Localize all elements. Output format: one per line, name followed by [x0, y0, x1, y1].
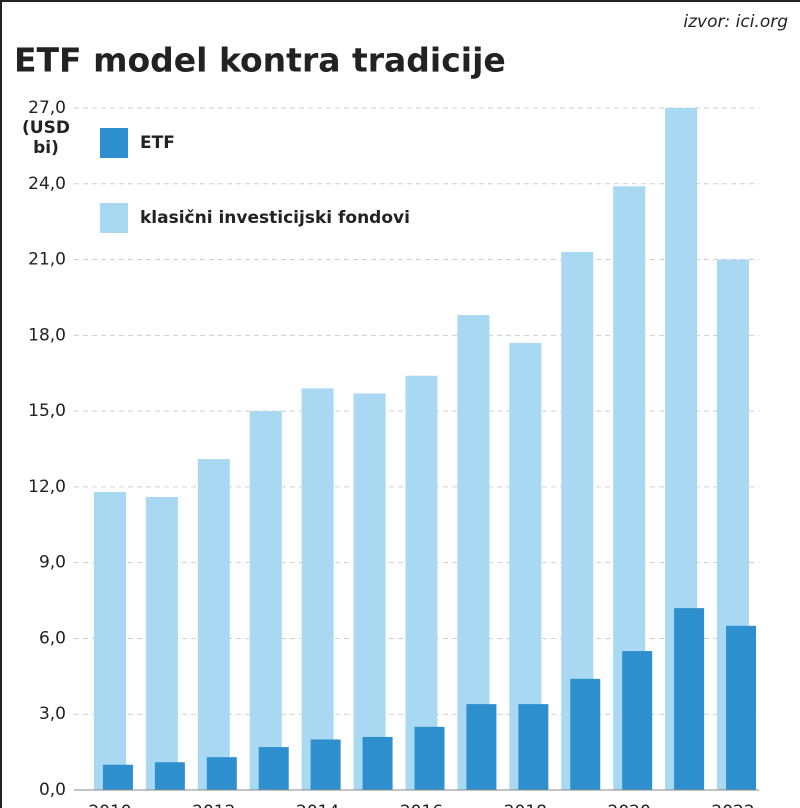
x-tick-label: 2010 [88, 802, 131, 808]
bar [362, 736, 393, 790]
bar [726, 625, 757, 790]
y-tick-label: 9,0 [39, 553, 66, 573]
y-tick-label: 12,0 [28, 477, 66, 497]
x-tick-label: 2022 [711, 802, 754, 808]
y-tick-label: 24,0 [28, 174, 66, 194]
bar [570, 678, 601, 790]
bar [466, 704, 497, 790]
bar [622, 651, 653, 790]
y-tick-label: 0,0 [39, 780, 66, 800]
bar [353, 393, 386, 790]
x-tick-label: 2020 [608, 802, 651, 808]
x-tick-label: 2014 [296, 802, 339, 808]
bar [405, 375, 438, 790]
legend-label: ETF [140, 133, 175, 153]
legend-swatch [100, 128, 128, 158]
bar [258, 747, 289, 790]
bar [154, 762, 185, 790]
x-tick-label: 2012 [192, 802, 235, 808]
bar [206, 757, 237, 790]
bar [674, 608, 705, 790]
y-axis-label: (USD bi) [22, 118, 70, 158]
bar [414, 726, 445, 790]
source: izvor: ici.org [683, 12, 788, 32]
chart-title: ETF model kontra tradicije [14, 41, 506, 80]
y-tick-label: 18,0 [28, 325, 66, 345]
y-tick-label: 6,0 [39, 628, 66, 648]
bar [197, 459, 230, 790]
bar [145, 496, 178, 790]
bar [249, 411, 282, 790]
bar [301, 388, 334, 790]
bar [518, 704, 549, 790]
bar [102, 764, 133, 790]
bar [310, 739, 341, 790]
bar [93, 491, 126, 790]
legend-label: klasični investicijski fondovi [140, 208, 410, 228]
y-tick-label: 15,0 [28, 401, 66, 421]
x-tick-label: 2018 [504, 802, 547, 808]
y-tick-label: 27,0 [28, 98, 66, 118]
x-tick-label: 2016 [400, 802, 443, 808]
y-tick-label: 3,0 [39, 704, 66, 724]
y-tick-label: 21,0 [28, 250, 66, 270]
legend-swatch [100, 203, 128, 233]
